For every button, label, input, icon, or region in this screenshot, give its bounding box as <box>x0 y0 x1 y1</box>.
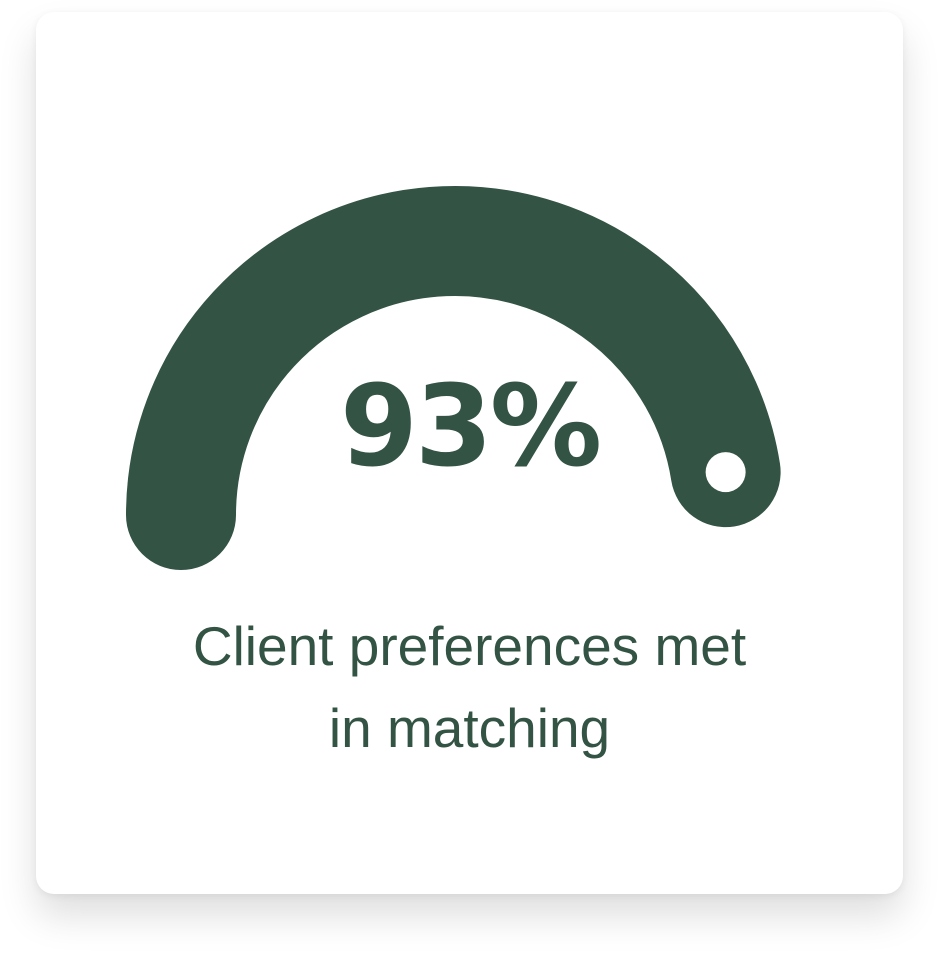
progress-gauge <box>36 12 903 612</box>
stat-card: 93% Client preferences met in matching <box>36 12 903 894</box>
stat-caption: Client preferences met in matching <box>36 605 903 769</box>
stat-caption-line-1: Client preferences met <box>36 605 903 687</box>
stat-caption-line-2: in matching <box>36 687 903 769</box>
stat-value: 93% <box>36 362 903 492</box>
